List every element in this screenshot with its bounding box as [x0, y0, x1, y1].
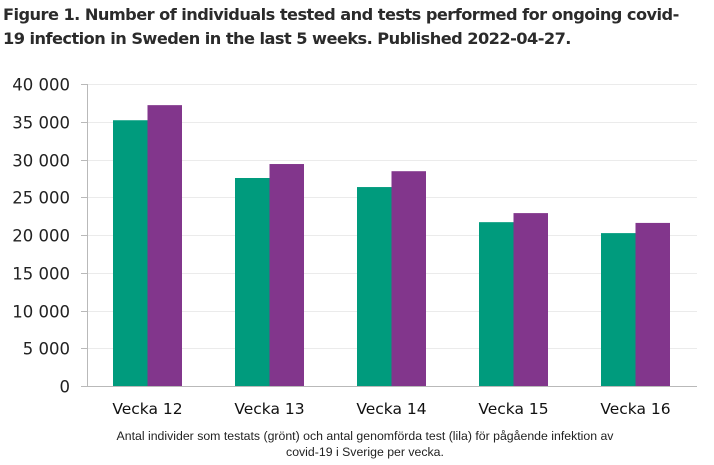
bar-tests-performed — [147, 105, 182, 386]
bar-individuals-tested — [479, 222, 514, 386]
bar-tests-performed — [269, 164, 304, 386]
x-tick-label: Vecka 15 — [478, 400, 548, 418]
bar-tests-performed — [391, 171, 426, 386]
x-tick-label: Vecka 16 — [600, 400, 670, 418]
y-tick-label: 10 000 — [12, 303, 70, 322]
caption-line-2: covid-19 i Sverige per vecka. — [286, 445, 444, 459]
bar-individuals-tested — [357, 187, 392, 386]
bar-tests-performed — [635, 222, 670, 386]
x-tick-label: Vecka 14 — [356, 400, 426, 418]
y-tick-label: 30 000 — [12, 152, 70, 171]
bar-tests-performed — [513, 213, 548, 386]
y-tick-label: 40 000 — [12, 76, 70, 95]
y-axis-ticks: 0 5 000 10 000 15 000 20 000 25 000 30 000 35 0… — [12, 76, 87, 397]
axes — [87, 84, 697, 387]
bars — [113, 105, 670, 387]
x-tick-label: Vecka 12 — [112, 400, 182, 418]
caption-line-1: Antal individer som testats (grönt) och … — [116, 429, 614, 443]
y-tick-label: 35 000 — [12, 114, 70, 133]
x-axis-labels: Vecka 12 Vecka 13 Vecka 14 Vecka 15 Vecka 16 — [112, 400, 670, 418]
y-tick-label: 0 — [60, 378, 71, 397]
y-tick-label: 15 000 — [12, 265, 70, 284]
chart-caption: Antal individer som testats (grönt) och … — [60, 428, 670, 460]
figure-title-line-2: 19 infection in Sweden in the last 5 wee… — [3, 29, 571, 48]
y-tick-label: 25 000 — [12, 189, 70, 208]
bar-individuals-tested — [601, 233, 636, 386]
y-tick-label: 5 000 — [23, 340, 70, 359]
bar-individuals-tested — [113, 120, 148, 387]
y-tick-label: 20 000 — [12, 227, 70, 246]
figure-title: Figure 1. Number of individuals tested a… — [3, 3, 714, 51]
x-tick-label: Vecka 13 — [234, 400, 304, 418]
figure-title-line-1: Figure 1. Number of individuals tested a… — [3, 5, 679, 24]
gridlines — [87, 84, 697, 349]
bar-individuals-tested — [235, 177, 270, 386]
